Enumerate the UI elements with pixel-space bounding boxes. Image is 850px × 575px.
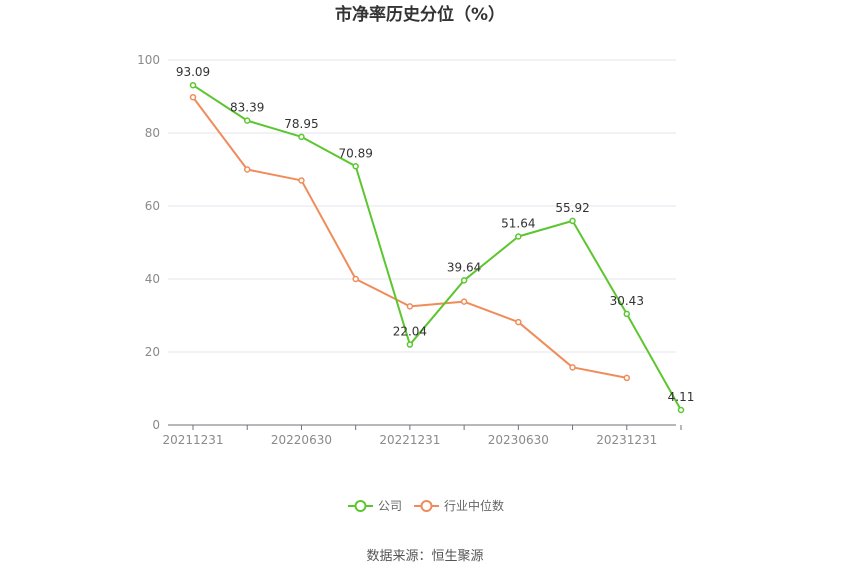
data-source: 数据来源：恒生聚源	[366, 549, 483, 564]
data-point	[298, 133, 305, 141]
y-tick-label: 20	[145, 345, 160, 359]
y-tick-label: 60	[145, 199, 160, 213]
data-point	[243, 166, 251, 173]
legend-item[interactable]: 公司	[348, 499, 402, 513]
data-point	[677, 406, 685, 414]
legend-marker	[420, 500, 433, 512]
data-point	[569, 364, 576, 371]
data-labels: 93.09 83.39 78.95 70.89 22.04 39.64 51.64 55.92…	[176, 65, 695, 404]
data-label: 22.04	[393, 325, 427, 339]
x-tick-label: 20220630	[271, 433, 332, 447]
series-line-0	[192, 84, 682, 411]
data-label: 55.92	[555, 201, 589, 215]
x-tick-label: 20230630	[488, 433, 549, 447]
axes: 0 20 40 60 80 100 20211231 20220630 20221231 2023…	[137, 53, 682, 447]
data-label: 30.43	[610, 294, 644, 308]
data-point	[460, 277, 468, 284]
data-point	[569, 217, 576, 225]
series	[189, 81, 685, 414]
legend-label: 公司	[378, 499, 402, 513]
data-point	[189, 81, 197, 89]
data-label: 93.09	[176, 65, 210, 79]
legend-item[interactable]: 行业中位数	[414, 498, 504, 513]
legend[interactable]: 公司 行业中位数	[348, 498, 504, 513]
data-point	[406, 341, 414, 348]
data-point	[406, 303, 414, 310]
x-tick-label: 20211231	[162, 433, 223, 447]
data-point	[243, 117, 251, 124]
data-point	[352, 163, 359, 170]
data-point	[352, 275, 359, 283]
data-point	[515, 233, 522, 240]
y-tick-label: 80	[145, 126, 160, 140]
data-label: 70.89	[338, 146, 372, 160]
data-label: 51.64	[501, 217, 535, 231]
data-point	[460, 298, 468, 305]
data-label: 39.64	[447, 260, 481, 274]
data-point	[515, 318, 522, 326]
data-point	[623, 310, 631, 318]
data-label: 78.95	[284, 117, 318, 131]
data-point	[189, 93, 197, 101]
y-tick-label: 100	[137, 53, 160, 67]
data-label: 83.39	[230, 101, 264, 115]
y-tick-label: 40	[145, 272, 160, 286]
legend-marker	[354, 500, 367, 512]
chart-title: 市净率历史分位（%）	[335, 4, 505, 25]
x-tick-label: 20221231	[379, 433, 440, 447]
grid	[168, 59, 676, 353]
x-tick-label: 20231231	[596, 433, 657, 447]
data-point	[298, 177, 305, 184]
y-tick-label: 0	[152, 418, 160, 432]
data-point	[623, 374, 631, 382]
data-label: 4.11	[668, 390, 695, 404]
legend-label: 行业中位数	[444, 498, 504, 513]
